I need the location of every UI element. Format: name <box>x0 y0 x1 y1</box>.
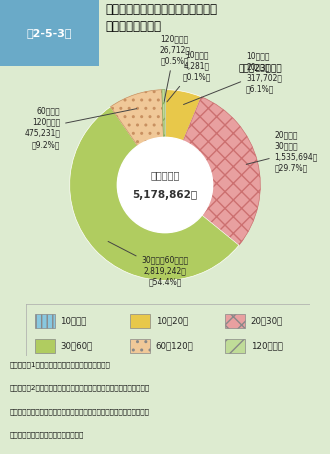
Text: 120分以上
26,712件
（0.5%）: 120分以上 26,712件 （0.5%） <box>159 34 190 101</box>
Text: 10分以上
20分未満
317,702件
（6.1%）: 10分以上 20分未満 317,702件 （6.1%） <box>183 51 282 104</box>
Bar <box>35 314 55 328</box>
Text: 60分以上
120分未満
475,231件
（9.2%）: 60分以上 120分未満 475,231件 （9.2%） <box>24 107 137 149</box>
Text: 20分以上
30分未満
1,535,694件
（29.7%）: 20分以上 30分未満 1,535,694件 （29.7%） <box>246 130 318 173</box>
Text: 救急自動車による病院収容所要時間
別搬送人員の状況: 救急自動車による病院収容所要時間 別搬送人員の状況 <box>106 3 217 33</box>
Text: 10分未満: 10分未満 <box>60 316 87 326</box>
Text: 30分以上60分未満
2,819,242件
（54.4%）: 30分以上60分未満 2,819,242件 （54.4%） <box>108 242 189 286</box>
Text: 消防本部及び陸前高田市消防本部のデータは除いた数値: 消防本部及び陸前高田市消防本部のデータは除いた数値 <box>10 408 150 415</box>
Wedge shape <box>165 97 260 245</box>
Bar <box>225 314 245 328</box>
Wedge shape <box>111 90 165 185</box>
Text: 120分以上: 120分以上 <box>250 341 282 350</box>
Text: 10～20分: 10～20分 <box>155 316 188 326</box>
Bar <box>35 339 55 353</box>
Text: により集計している。: により集計している。 <box>10 432 84 438</box>
Text: 2　東日本大震災の影響により、釜石大槌地区行政事務組合: 2 東日本大震災の影響により、釜石大槌地区行政事務組合 <box>10 385 150 391</box>
Wedge shape <box>162 89 165 185</box>
Text: 60～120分: 60～120分 <box>155 341 193 350</box>
Text: 20～30分: 20～30分 <box>250 316 283 326</box>
Text: 10分未満
4,281件
（0.1%）: 10分未満 4,281件 （0.1%） <box>167 50 211 102</box>
Circle shape <box>117 137 213 232</box>
Text: 30～60分: 30～60分 <box>60 341 93 350</box>
Text: （平成23年中）: （平成23年中） <box>238 64 282 73</box>
Text: 全搬送人員: 全搬送人員 <box>150 170 180 181</box>
Wedge shape <box>70 107 239 280</box>
Bar <box>130 339 150 353</box>
FancyBboxPatch shape <box>0 0 99 66</box>
Wedge shape <box>165 90 201 185</box>
Text: 5,178,862人: 5,178,862人 <box>132 189 198 200</box>
Text: 第2-5-3図: 第2-5-3図 <box>27 28 72 38</box>
Text: （備考）　1　「救急業務実施状況調」により作成: （備考） 1 「救急業務実施状況調」により作成 <box>10 361 111 368</box>
Wedge shape <box>165 89 166 185</box>
Bar <box>130 314 150 328</box>
Bar <box>225 339 245 353</box>
